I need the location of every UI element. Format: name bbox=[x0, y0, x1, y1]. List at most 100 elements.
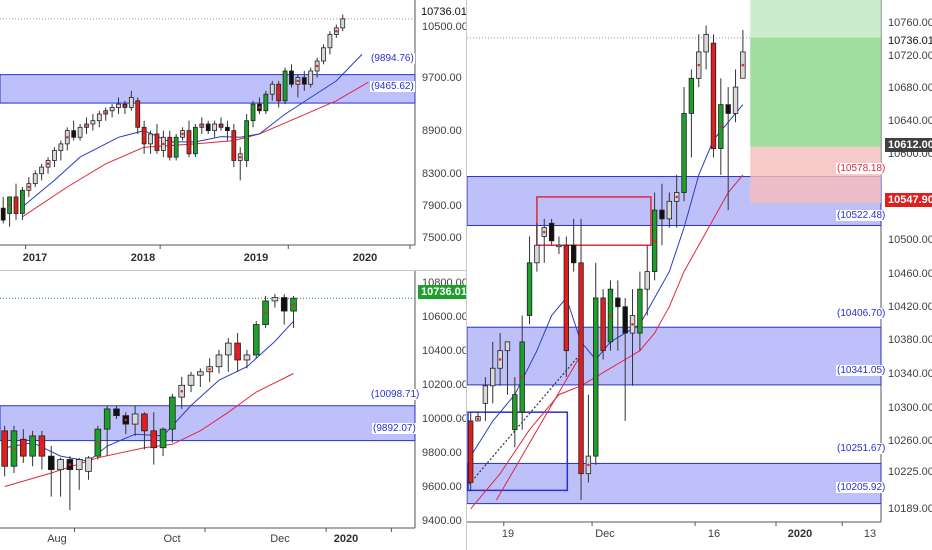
candle-signal-dot bbox=[476, 417, 480, 421]
candle-body bbox=[622, 306, 628, 334]
candle-body bbox=[659, 209, 665, 220]
candle-body bbox=[225, 126, 230, 132]
y-tick-label: 10500.00 bbox=[888, 234, 932, 246]
candle-body bbox=[688, 77, 695, 114]
candle-body bbox=[52, 150, 57, 161]
candle-body bbox=[193, 126, 198, 155]
candle-body bbox=[169, 396, 176, 430]
last-price-tag: 10736.01 bbox=[885, 34, 932, 48]
candle-body bbox=[58, 143, 64, 151]
x-tick-label: 13 bbox=[863, 528, 877, 540]
candle-body bbox=[205, 123, 211, 132]
candle-signal-dot bbox=[96, 441, 100, 444]
chart-panel-weekly[interactable]: Aug Oct Dec 2020 10800.00 10600.00 10400… bbox=[0, 271, 466, 550]
candle-body bbox=[103, 408, 111, 430]
candle-signal-dot bbox=[162, 142, 165, 146]
x-tick-label: Aug bbox=[47, 533, 67, 545]
y-tick-label: 10400.00 bbox=[422, 345, 466, 357]
candle-signal-dot bbox=[719, 125, 723, 128]
y-tick-label: 9400.00 bbox=[422, 515, 462, 527]
candle-body bbox=[269, 83, 275, 95]
candle-signal-dot bbox=[697, 63, 701, 67]
candle-signal-dot bbox=[741, 63, 745, 67]
candle-body bbox=[85, 457, 92, 472]
moving-average-blue bbox=[22, 54, 363, 208]
candle-signal-dot bbox=[180, 389, 184, 393]
candle-body bbox=[215, 354, 223, 368]
candle-body bbox=[271, 297, 279, 302]
candle-body bbox=[615, 297, 621, 308]
zone-low-label: (10522.48) bbox=[836, 210, 887, 221]
moving-average-blue bbox=[4, 320, 294, 462]
candle-body bbox=[512, 394, 518, 431]
demand-zone bbox=[467, 326, 882, 386]
candle-body bbox=[159, 428, 167, 449]
candle-body bbox=[90, 120, 96, 125]
candle-signal-dot bbox=[653, 239, 656, 243]
candle-signal-dot bbox=[498, 358, 502, 361]
candle-body bbox=[732, 86, 739, 114]
chart-panel-daily[interactable]: 19 Dec 16 2020 13 10760.00 10720.00 1068… bbox=[467, 0, 932, 550]
x-tick-label: Oct bbox=[163, 533, 181, 545]
candle-body bbox=[96, 113, 102, 122]
x-tick-label: 2020 bbox=[333, 533, 359, 545]
candlestick-chart-daily[interactable] bbox=[467, 0, 932, 550]
candle-signal-dot bbox=[315, 64, 319, 68]
candle-body bbox=[467, 420, 474, 483]
zone-low-label: (9465.62) bbox=[370, 81, 415, 92]
candle-body bbox=[109, 107, 115, 112]
candle-signal-dot bbox=[65, 135, 69, 139]
candle-signal-dot bbox=[181, 132, 184, 136]
candle-body bbox=[548, 222, 555, 242]
chart-panel-monthly[interactable]: 2017 2018 2019 2020 10500.00 9700.00 890… bbox=[0, 0, 466, 270]
x-tick-label: 2017 bbox=[22, 252, 48, 264]
candle-signal-dot bbox=[124, 418, 128, 422]
candle-signal-dot bbox=[277, 91, 280, 94]
candle-body bbox=[725, 104, 731, 114]
zone-high-label: (10578.18) bbox=[836, 163, 887, 174]
y-tick-label: 10260.00 bbox=[888, 435, 932, 447]
candlestick-chart-weekly[interactable] bbox=[0, 271, 466, 550]
candle-body bbox=[197, 371, 204, 376]
candle-body bbox=[20, 438, 27, 457]
panel-divider bbox=[0, 270, 466, 271]
candle-body bbox=[57, 459, 64, 471]
candle-body bbox=[556, 244, 562, 248]
price-tag-dark: 10612.00 bbox=[885, 138, 932, 152]
candle-signal-dot bbox=[631, 323, 634, 326]
candle-body bbox=[75, 459, 83, 471]
candle-body bbox=[570, 244, 577, 264]
candle-body bbox=[186, 130, 192, 155]
demand-zone bbox=[467, 462, 882, 505]
candle-signal-dot bbox=[219, 124, 223, 127]
candle-signal-dot bbox=[27, 185, 31, 189]
trend-projection-line bbox=[495, 350, 584, 501]
trend-projection-line bbox=[468, 350, 584, 485]
x-tick-label: 2020 bbox=[352, 252, 378, 264]
zone-high-label: (10251.67) bbox=[836, 443, 887, 454]
candlestick-chart-monthly[interactable] bbox=[0, 0, 466, 270]
candle-body bbox=[600, 297, 606, 352]
candle-body bbox=[77, 126, 83, 138]
candle-signal-dot bbox=[335, 29, 338, 33]
candle-body bbox=[243, 354, 251, 361]
candle-signal-dot bbox=[542, 230, 546, 234]
candle-signal-dot bbox=[587, 463, 590, 467]
candle-signal-dot bbox=[85, 124, 88, 127]
candle-body bbox=[0, 207, 6, 221]
y-tick-label: 9700.00 bbox=[422, 72, 462, 84]
candle-body bbox=[29, 435, 36, 457]
candle-signal-dot bbox=[104, 111, 108, 114]
candle-body bbox=[593, 297, 599, 457]
candle-signal-dot bbox=[520, 375, 524, 379]
candle-body bbox=[128, 97, 134, 108]
candle-body bbox=[47, 455, 55, 471]
candle-body bbox=[301, 77, 307, 85]
zone-high-label: (10098.71) bbox=[370, 389, 421, 400]
candle-body bbox=[308, 70, 314, 85]
y-tick-label: 8900.00 bbox=[422, 125, 462, 137]
candle-body bbox=[71, 130, 77, 138]
y-tick-label: 9800.00 bbox=[422, 447, 462, 459]
y-tick-label: 10225.00 bbox=[888, 466, 932, 478]
x-tick-label: 16 bbox=[707, 528, 721, 540]
